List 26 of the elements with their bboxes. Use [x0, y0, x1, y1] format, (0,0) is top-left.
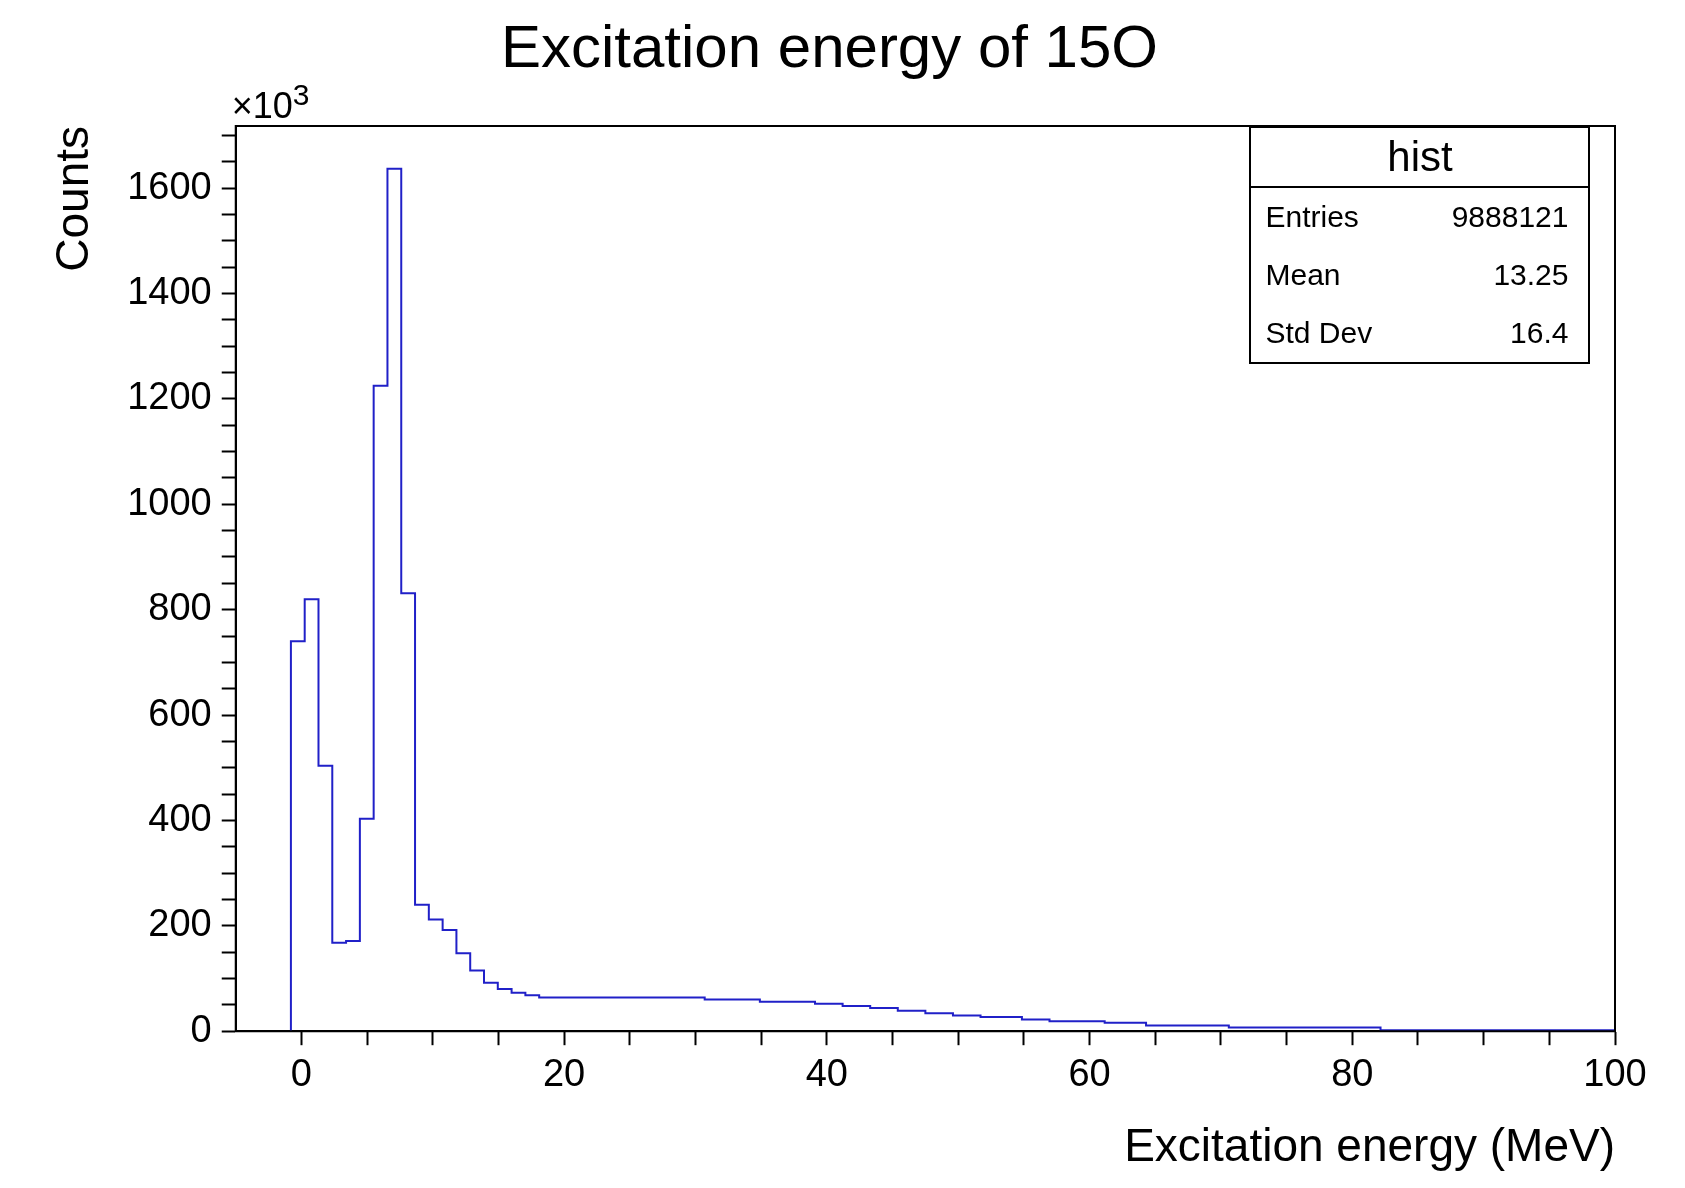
y-tick-label: 600	[148, 691, 212, 734]
y-tick-label: 800	[148, 586, 212, 629]
x-tick-label: 100	[1583, 1052, 1647, 1095]
y-tick-label: 400	[148, 796, 212, 839]
y-tick-label: 0	[190, 1007, 212, 1050]
x-axis-title: Excitation energy (MeV)	[1124, 1119, 1615, 1172]
chart-title: Excitation energy of 15O	[500, 12, 1159, 80]
x-tick-label: 40	[805, 1052, 848, 1095]
x-tick-label: 60	[1068, 1052, 1111, 1095]
annotation: Entries	[1265, 199, 1359, 235]
y-axis-title: Counts	[46, 126, 99, 272]
x-tick-label: 80	[1331, 1052, 1374, 1095]
y-tick-label: 200	[148, 902, 212, 945]
y-tick-label: 1600	[127, 164, 212, 207]
annotation: Mean	[1265, 257, 1341, 293]
annotation: Std Dev	[1265, 315, 1373, 351]
x-tick-label: 0	[290, 1052, 312, 1095]
annotation: 16.4	[1510, 315, 1569, 351]
y-tick-label: 1000	[127, 480, 212, 523]
y-tick-label: 1200	[127, 375, 212, 418]
text: ×10$^{3}$	[231, 78, 310, 127]
annotation: 9888121	[1451, 199, 1569, 235]
x-tick-label: 20	[542, 1052, 586, 1095]
annotation: hist	[1251, 128, 1589, 188]
y-tick-label: 1400	[127, 270, 212, 313]
annotation: 13.25	[1493, 257, 1569, 293]
